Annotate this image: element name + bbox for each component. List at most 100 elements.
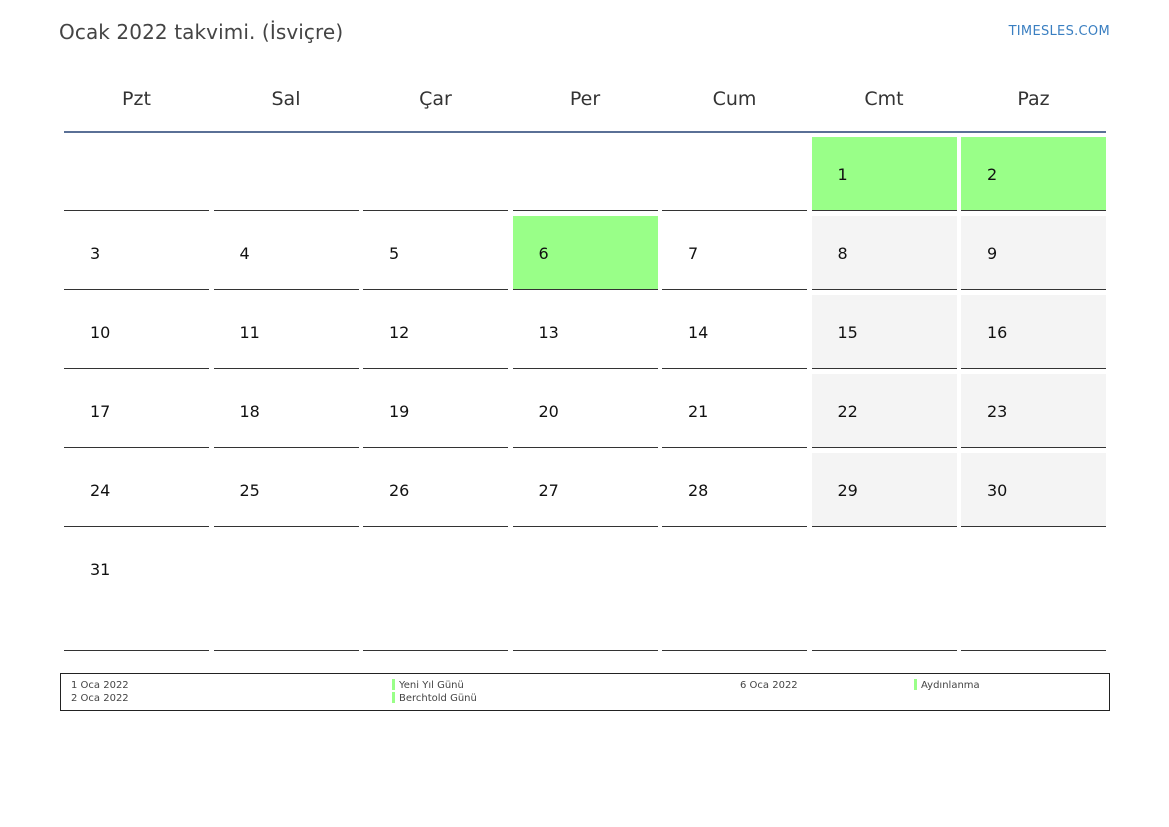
day-number: 8 xyxy=(837,244,848,263)
day-cell: 26 xyxy=(363,453,508,527)
holiday-color-marker xyxy=(914,679,917,690)
week-row: 31 xyxy=(64,527,1106,651)
day-number: 13 xyxy=(538,323,559,342)
holiday-name: Yeni Yıl Günü xyxy=(399,680,464,691)
empty-day-cell xyxy=(811,532,957,651)
day-cell: 24 xyxy=(64,453,209,527)
day-number: 4 xyxy=(239,244,250,263)
brand-link[interactable]: TIMESLES.COM xyxy=(1008,24,1110,39)
day-number: 19 xyxy=(389,402,410,421)
empty-day-cell xyxy=(64,137,209,211)
day-cell: 5 xyxy=(363,216,508,290)
holiday-date: 1 Oca 2022 xyxy=(71,680,129,691)
day-number: 28 xyxy=(688,481,709,500)
day-number: 26 xyxy=(389,481,410,500)
day-cell: 20 xyxy=(512,374,658,448)
day-number: 2 xyxy=(987,165,998,184)
empty-day-cell xyxy=(512,532,658,651)
day-number: 16 xyxy=(987,323,1008,342)
day-number: 1 xyxy=(837,165,848,184)
day-number: 9 xyxy=(987,244,998,263)
day-number: 22 xyxy=(837,402,858,421)
day-cell: 11 xyxy=(213,295,359,369)
day-number: 27 xyxy=(538,481,559,500)
day-number: 18 xyxy=(239,402,260,421)
empty-day-cell xyxy=(961,532,1106,651)
day-cell: 14 xyxy=(662,295,807,369)
day-number: 17 xyxy=(90,402,111,421)
holiday-name-item: Berchtold Günü xyxy=(392,692,477,705)
day-cell: 3 xyxy=(64,216,209,290)
holiday-date: 2 Oca 2022 xyxy=(71,693,129,704)
holiday-legend: 1 Oca 2022 Yeni Yıl Günü 2 Oca 2022 Berc… xyxy=(60,673,1110,711)
day-number: 15 xyxy=(837,323,858,342)
empty-day-cell xyxy=(213,532,359,651)
weekday-fri: Cum xyxy=(712,88,757,110)
day-cell: 1 xyxy=(811,137,957,211)
holiday-name-item: Yeni Yıl Günü xyxy=(392,679,464,692)
day-cell: 13 xyxy=(512,295,658,369)
page-title: Ocak 2022 takvimi. (İsviçre) xyxy=(59,20,344,44)
weekday-sat: Cmt xyxy=(864,88,904,110)
holiday-color-marker xyxy=(392,692,395,703)
empty-day-cell xyxy=(213,137,359,211)
day-number: 11 xyxy=(239,323,260,342)
day-cell: 6 xyxy=(512,216,658,290)
day-cell: 17 xyxy=(64,374,209,448)
day-number: 14 xyxy=(688,323,709,342)
weeks: 1 2 3 4 5 6 7 8 9 10 11 12 13 14 15 16 17 18 19 20 21 22 23 24 2… xyxy=(64,137,1106,651)
weekday-wed: Çar xyxy=(419,88,452,110)
day-cell: 12 xyxy=(363,295,508,369)
week-row: 3 4 5 6 7 8 9 xyxy=(64,211,1106,290)
holiday-color-marker xyxy=(392,679,395,690)
day-cell: 25 xyxy=(213,453,359,527)
day-cell: 7 xyxy=(662,216,807,290)
holiday-name: Berchtold Günü xyxy=(399,693,477,704)
day-cell: 23 xyxy=(961,374,1106,448)
day-cell: 2 xyxy=(961,137,1106,211)
weekday-thu: Per xyxy=(569,88,601,110)
empty-day-cell xyxy=(512,137,658,211)
day-cell: 29 xyxy=(811,453,957,527)
day-number: 31 xyxy=(90,560,111,579)
day-cell: 19 xyxy=(363,374,508,448)
weekday-mon: Pzt xyxy=(122,88,151,110)
calendar-grid: Pzt Sal Çar Per Cum Cmt Paz 1 2 3 4 5 6 7 8 9 10 1… xyxy=(64,78,1106,651)
week-row: 10 11 12 13 14 15 16 xyxy=(64,290,1106,369)
day-cell: 30 xyxy=(961,453,1106,527)
holiday-name-item: Aydınlanma xyxy=(914,679,980,692)
weekday-header: Pzt Sal Çar Per Cum Cmt Paz xyxy=(64,78,1106,133)
day-cell: 15 xyxy=(811,295,957,369)
empty-day-cell xyxy=(363,532,508,651)
week-row: 24 25 26 27 28 29 30 xyxy=(64,448,1106,527)
day-number: 21 xyxy=(688,402,709,421)
holiday-name: Aydınlanma xyxy=(921,680,980,691)
empty-day-cell xyxy=(662,532,807,651)
day-cell: 4 xyxy=(213,216,359,290)
day-number: 3 xyxy=(90,244,101,263)
day-cell: 8 xyxy=(811,216,957,290)
day-number: 30 xyxy=(987,481,1008,500)
weekday-sun: Paz xyxy=(1017,88,1050,110)
day-number: 24 xyxy=(90,481,111,500)
day-cell: 31 xyxy=(64,532,209,651)
day-cell: 21 xyxy=(662,374,807,448)
empty-day-cell xyxy=(363,137,508,211)
day-number: 23 xyxy=(987,402,1008,421)
day-number: 20 xyxy=(538,402,559,421)
day-cell: 9 xyxy=(961,216,1106,290)
day-number: 10 xyxy=(90,323,111,342)
day-cell: 16 xyxy=(961,295,1106,369)
day-number: 29 xyxy=(837,481,858,500)
day-number: 25 xyxy=(239,481,260,500)
day-cell: 18 xyxy=(213,374,359,448)
holiday-date: 6 Oca 2022 xyxy=(740,680,798,691)
day-cell: 22 xyxy=(811,374,957,448)
week-row: 17 18 19 20 21 22 23 xyxy=(64,369,1106,448)
empty-day-cell xyxy=(662,137,807,211)
day-number: 7 xyxy=(688,244,699,263)
day-cell: 27 xyxy=(512,453,658,527)
day-number: 5 xyxy=(389,244,400,263)
day-cell: 28 xyxy=(662,453,807,527)
